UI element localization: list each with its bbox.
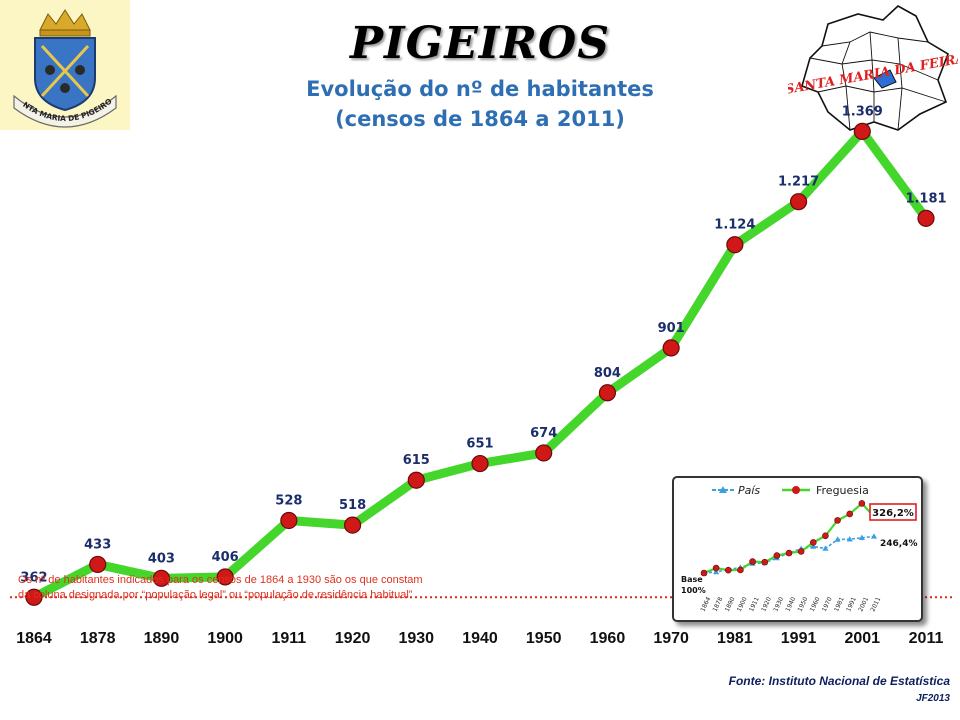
data-point-1960: [598, 384, 617, 402]
data-point-1991: [789, 193, 808, 211]
freguesia-end-box: [869, 503, 917, 521]
freguesia-point-2001: [858, 500, 866, 507]
x-tick-2011: 2011: [909, 630, 944, 647]
x-tick-1900: 1900: [207, 630, 243, 647]
inset-legend: País Freguesia: [712, 484, 869, 497]
value-label-1900: 406: [212, 550, 239, 565]
x-tick-1940: 1940: [462, 630, 498, 647]
inset-x-tick-2011: 2011: [869, 596, 882, 613]
freguesia-point-1970: [822, 532, 829, 540]
freguesia-point-1864: [700, 569, 708, 577]
freguesia-point-1930: [773, 552, 781, 559]
author-line: JF2013: [916, 693, 950, 704]
data-point-1950: [535, 444, 553, 462]
x-tick-2001: 2001: [844, 630, 880, 647]
x-tick-1864: 1864: [16, 630, 52, 647]
freguesia-point-1950: [797, 548, 805, 555]
freguesia-point-1991: [846, 510, 854, 518]
x-tick-1920: 1920: [335, 630, 371, 647]
data-point-1940: [471, 454, 489, 473]
data-point-1864: [25, 588, 43, 606]
note-line-2: da coluna designada por “população legal…: [18, 589, 413, 601]
inset-chart-svg: País Freguesia 1864 1878 1890 1900 1911 1920 1…: [681, 484, 918, 613]
value-label-1960: 804: [594, 366, 621, 381]
value-label-1864: 362: [20, 570, 47, 585]
value-label-1890: 403: [148, 551, 175, 566]
freguesia-point-1981: [834, 517, 841, 524]
data-point-2001: [853, 122, 871, 140]
subtitle-line-1: Evolução do nº de habitantes: [306, 77, 654, 101]
data-point-1890: [152, 569, 171, 587]
data-point-1878: [89, 555, 107, 574]
freguesia-point-1890: [724, 566, 732, 574]
freguesia-point-1900: [737, 566, 744, 574]
freguesia-point-1960: [809, 539, 817, 546]
freguesia-point-1911: [749, 558, 756, 565]
value-label-2001: 1.369: [842, 104, 883, 119]
value-label-1878: 433: [84, 537, 111, 552]
x-tick-1930: 1930: [398, 630, 434, 647]
data-point-1970: [662, 339, 680, 357]
legend-freguesia-label: Freguesia: [816, 484, 869, 497]
data-point-1920: [343, 516, 362, 534]
municipality-map: SANTA MARIA DA FEIRA: [784, 2, 960, 134]
x-tick-1991: 1991: [781, 630, 817, 647]
legend-pais-marker: [719, 486, 727, 493]
data-point-2011: [917, 209, 935, 227]
x-tick-1960: 1960: [590, 630, 626, 647]
pais-point-1960: [810, 543, 817, 549]
data-point-1930: [407, 471, 425, 489]
x-tick-1981: 1981: [717, 630, 753, 647]
data-point-1900: [216, 568, 234, 586]
freguesia-end-label: 326,2%: [872, 508, 914, 519]
coat-of-arms: SANTA MARIA DE PIGEIROS: [0, 0, 130, 130]
inset-chart: País Freguesia 1864 1878 1890 1900 1911 1920 1…: [672, 476, 923, 622]
value-label-2011: 1.181: [905, 191, 946, 206]
data-point-1981: [726, 236, 744, 254]
pais-end-label: 246,4%: [880, 539, 918, 549]
x-tick-1890: 1890: [144, 630, 180, 647]
x-tick-1970: 1970: [653, 630, 689, 647]
source-line: Fonte: Instituto Nacional de Estatística: [728, 674, 950, 688]
freguesia-point-1940: [785, 549, 793, 557]
freguesia-point-1878: [712, 564, 720, 572]
value-label-1970: 901: [658, 321, 685, 336]
value-label-1940: 651: [466, 437, 493, 452]
value-label-1930: 615: [403, 453, 430, 468]
freguesia-point-1920: [761, 558, 769, 566]
note-line-1: Os nº de habitantes indicados para os ce…: [18, 574, 423, 586]
legend-pais-label: País: [738, 484, 760, 497]
pais-point-2011: [871, 533, 877, 539]
x-tick-1878: 1878: [80, 630, 116, 647]
legend-freguesia-marker: [792, 486, 800, 494]
value-label-1991: 1.217: [778, 175, 819, 190]
pais-point-1991: [846, 536, 853, 542]
pais-point-1970: [822, 545, 829, 551]
map-icon: SANTA MARIA DA FEIRA: [784, 5, 960, 131]
subtitle-line-2: (censos de 1864 a 2011): [335, 107, 625, 131]
x-tick-1950: 1950: [526, 630, 562, 647]
pais-point-2001: [858, 534, 865, 540]
pais-point-1981: [834, 536, 841, 542]
base-pct-label: 100%: [681, 586, 706, 595]
value-label-1981: 1.124: [714, 218, 755, 233]
page-title: PIGEIROS: [349, 18, 611, 69]
page-subtitle: Evolução do nº de habitantes (censos de …: [260, 74, 700, 134]
value-label-1920: 518: [339, 498, 366, 513]
data-note: Os nº de habitantes indicados para os ce…: [18, 573, 478, 603]
source-credit: Fonte: Instituto Nacional de Estatística…: [729, 673, 950, 707]
value-label-1911: 528: [275, 493, 302, 508]
data-point-1911: [280, 511, 298, 530]
base-label: Base: [681, 575, 703, 584]
value-label-1950: 674: [530, 426, 557, 441]
pais-point-1878: [713, 568, 720, 575]
coat-of-arms-icon: SANTA MARIA DE PIGEIROS: [0, 0, 117, 128]
x-tick-1911: 1911: [271, 630, 306, 647]
